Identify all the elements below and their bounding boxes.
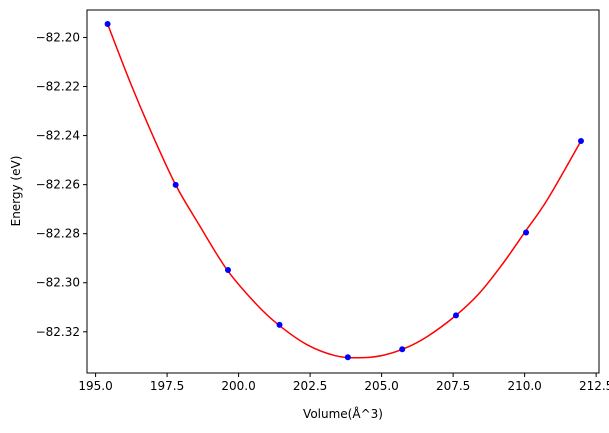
data-point <box>523 229 530 236</box>
y-tick-label: −82.32 <box>36 325 80 339</box>
y-tick-label: −82.30 <box>36 276 80 290</box>
data-point <box>577 137 584 144</box>
data-point <box>276 321 283 328</box>
y-tick-label: −82.22 <box>36 80 80 94</box>
x-tick-label: 207.5 <box>436 379 470 393</box>
plot-frame <box>86 9 600 374</box>
y-tick-label: −82.20 <box>36 30 80 44</box>
x-axis-ticks: 195.0 197.5 200.0 202.5 205.0 207.5 210.0 212.5 <box>78 373 609 393</box>
data-point <box>344 354 351 361</box>
data-point <box>104 20 111 27</box>
y-tick-label: −82.28 <box>36 227 80 241</box>
y-axis-label: Energy (eV) <box>9 156 23 227</box>
x-axis-label: Volume(Å^3) <box>303 406 383 421</box>
y-tick-label: −82.24 <box>36 129 80 143</box>
x-tick-label: 200.0 <box>221 379 255 393</box>
x-tick-label: 195.0 <box>78 379 112 393</box>
data-point <box>399 346 406 353</box>
plot-area <box>87 10 599 373</box>
data-point <box>225 266 232 273</box>
y-axis-ticks: −82.20 −82.22 −82.24 −82.26 −82.28 −82.30 −82.… <box>36 30 87 339</box>
x-tick-label: 202.5 <box>293 379 327 393</box>
data-point <box>172 181 179 188</box>
x-tick-label: 212.5 <box>579 379 609 393</box>
x-tick-label: 210.0 <box>507 379 541 393</box>
data-point <box>452 312 459 319</box>
y-tick-label: −82.26 <box>36 178 80 192</box>
series-layer <box>104 20 584 361</box>
x-tick-label: 197.5 <box>150 379 184 393</box>
x-tick-label: 205.0 <box>364 379 398 393</box>
